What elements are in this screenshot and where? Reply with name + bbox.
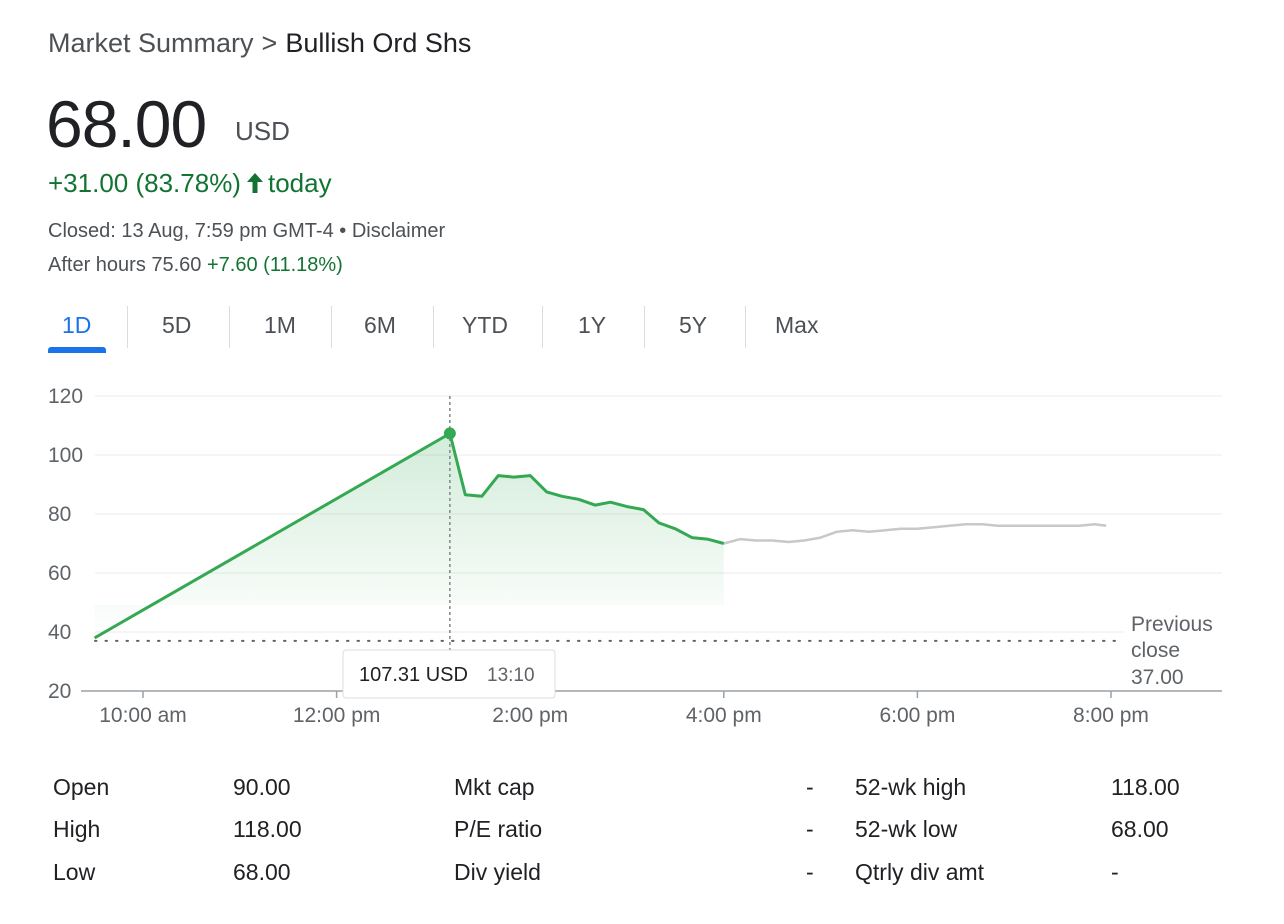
market-status: Closed: 13 Aug, 7:59 pm GMT-4 • Disclaim… <box>48 220 445 243</box>
y-tick-label: 100 <box>48 444 83 467</box>
stat-value-low: 68.00 <box>233 859 291 885</box>
after-hours: After hours 75.60 +7.60 (11.18%) <box>48 254 343 277</box>
stat-label-52wk-high: 52-wk high <box>855 774 967 800</box>
stat-value-pe-ratio: - <box>806 816 814 842</box>
stat-value-high: 118.00 <box>233 816 302 842</box>
tab-divider <box>542 306 543 348</box>
tab-divider <box>127 306 128 348</box>
bullet-separator: • <box>339 220 347 242</box>
after-hours-line <box>723 523 1107 545</box>
tab-divider <box>229 306 230 348</box>
price-chart[interactable]: 120 100 80 60 40 20 10:00 am 12:00 pm 2:00 pm 4:… <box>0 370 1284 740</box>
y-tick-label: 60 <box>48 562 71 585</box>
stat-label-div-yield: Div yield <box>454 859 541 885</box>
regular-session-line <box>93 432 725 640</box>
price-currency: USD <box>235 116 290 146</box>
tab-divider <box>644 306 645 348</box>
x-tick-label: 6:00 pm <box>879 704 955 727</box>
stat-label-open: Open <box>53 774 110 800</box>
stat-value-52wk-low: 68.00 <box>1111 816 1169 842</box>
tab-5y[interactable]: 5Y <box>679 312 708 338</box>
tab-divider <box>433 306 434 348</box>
stat-label-high: High <box>53 816 101 842</box>
tab-divider <box>745 306 746 348</box>
stat-label-qtrly-div: Qtrly div amt <box>855 859 985 885</box>
previous-close-text: close <box>1131 639 1180 662</box>
breadcrumb-parent-link[interactable]: Market Summary <box>48 28 254 58</box>
stat-label-pe-ratio: P/E ratio <box>454 816 543 842</box>
price-change-value: +31.00 (83.78%) <box>48 168 241 198</box>
hover-point <box>443 427 456 440</box>
closed-time: Closed: 13 Aug, 7:59 pm GMT-4 <box>48 220 334 242</box>
y-tick-label: 20 <box>48 680 71 703</box>
tab-5d[interactable]: 5D <box>162 312 192 338</box>
disclaimer-link[interactable]: Disclaimer <box>351 220 446 242</box>
tab-1m[interactable]: 1M <box>264 312 296 338</box>
stat-value-52wk-high: 118.00 <box>1111 774 1180 800</box>
previous-close-label: Previous close 37.00 <box>1124 606 1224 690</box>
tab-1d[interactable]: 1D <box>62 312 92 338</box>
current-price: 68.00 <box>46 87 207 161</box>
tab-divider <box>331 306 332 348</box>
x-tick-label: 12:00 pm <box>293 704 381 727</box>
stat-label-mkt-cap: Mkt cap <box>454 774 535 800</box>
arrow-up-icon <box>245 170 265 201</box>
previous-close-text: Previous <box>1131 613 1213 636</box>
tooltip-time: 13:10 <box>487 665 535 686</box>
hover-tooltip: 107.31 USD 13:10 <box>342 649 556 699</box>
tab-ytd[interactable]: YTD <box>462 312 508 338</box>
tab-1y[interactable]: 1Y <box>578 312 607 338</box>
x-tick-label: 2:00 pm <box>492 704 568 727</box>
price-change-period: today <box>267 168 332 198</box>
stat-label-52wk-low: 52-wk low <box>855 816 958 842</box>
x-tick-label: 8:00 pm <box>1073 704 1149 727</box>
stat-value-mkt-cap: - <box>806 774 814 800</box>
breadcrumb-current: Bullish Ord Shs <box>285 28 472 58</box>
x-tick-label: 4:00 pm <box>686 704 762 727</box>
tooltip-price: 107.31 USD <box>359 664 468 686</box>
breadcrumb-separator: > <box>261 28 278 58</box>
tab-max[interactable]: Max <box>775 312 819 338</box>
y-tick-label: 40 <box>48 621 71 644</box>
price-change: +31.00 (83.78%) today <box>48 168 332 201</box>
breadcrumb: Market Summary > Bullish Ord Shs <box>48 28 471 59</box>
price-area-fill <box>94 433 724 638</box>
tab-6m[interactable]: 6M <box>364 312 396 338</box>
stat-value-div-yield: - <box>806 859 814 885</box>
previous-close-value: 37.00 <box>1131 666 1184 689</box>
stat-label-low: Low <box>53 859 96 885</box>
x-tick-label: 10:00 am <box>99 704 187 727</box>
stat-value-qtrly-div: - <box>1111 859 1119 885</box>
stat-value-open: 90.00 <box>233 774 291 800</box>
after-hours-change: +7.60 (11.18%) <box>207 254 343 276</box>
after-hours-price: After hours 75.60 <box>48 254 202 276</box>
active-tab-indicator <box>48 347 106 353</box>
y-tick-label: 120 <box>48 385 83 408</box>
y-tick-label: 80 <box>48 503 71 526</box>
